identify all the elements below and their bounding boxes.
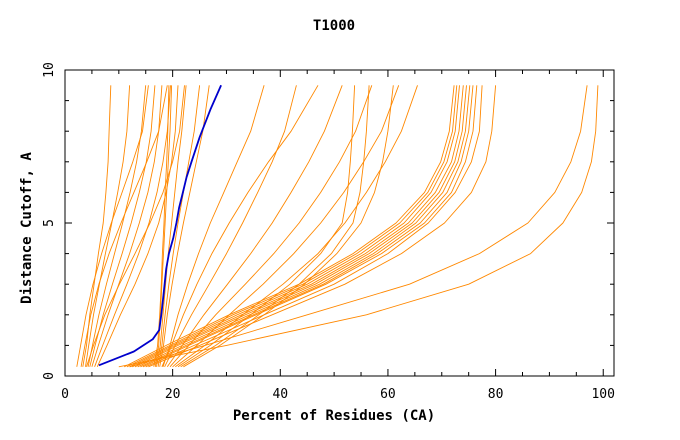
- series-line-15: [153, 85, 170, 367]
- chart-title: T1000: [313, 18, 355, 34]
- series-line-16: [162, 85, 265, 367]
- series-line-8: [80, 85, 168, 367]
- series-line-4: [89, 85, 156, 367]
- y-axis-label: Distance Cutoff, A: [19, 152, 35, 304]
- x-axis-label: Percent of Residues (CA): [233, 408, 435, 424]
- series-line-17: [164, 85, 297, 368]
- series-line-23: [180, 85, 370, 368]
- series-line-18: [166, 85, 343, 368]
- series-line-29: [137, 85, 471, 368]
- series-line-25: [175, 85, 418, 368]
- series-line-19: [169, 85, 373, 368]
- y-tick-label: 0: [42, 372, 57, 380]
- series-line-37: [118, 85, 599, 368]
- series-line-13: [157, 85, 201, 367]
- x-tick-label: 0: [61, 387, 69, 402]
- series-line-2: [85, 85, 131, 367]
- x-tick-label: 20: [165, 387, 181, 402]
- series-line-28: [134, 85, 467, 368]
- y-tick-label: 5: [42, 219, 57, 227]
- x-tick-label: 100: [591, 387, 614, 402]
- series-line-7: [96, 85, 179, 367]
- series-line-20: [172, 85, 400, 368]
- series-line-26: [129, 85, 460, 368]
- series-line-34: [145, 85, 483, 368]
- series-line-10: [76, 85, 149, 367]
- series-line-21: [161, 85, 319, 367]
- series-line-31: [126, 85, 458, 368]
- highlight-layer: [98, 84, 222, 367]
- series-line-27: [132, 85, 464, 368]
- ticks-layer: 0 20 40 60 80 100 0 5 10: [42, 62, 615, 402]
- y-tick-label: 10: [42, 62, 57, 78]
- x-tick-label: 80: [488, 387, 504, 402]
- plot-frame: [64, 69, 615, 377]
- series-line-6: [94, 85, 171, 367]
- series-line-30: [140, 85, 474, 368]
- series-line-12: [156, 85, 187, 367]
- series-line-9: [86, 85, 185, 367]
- series-line-5: [91, 85, 163, 367]
- series-layer: [76, 85, 599, 368]
- series-line-36: [129, 85, 588, 368]
- series-line-24: [183, 85, 394, 368]
- series-line-32: [142, 85, 478, 368]
- series-line-33: [123, 85, 455, 368]
- x-tick-label: 40: [272, 387, 288, 402]
- series-line-35: [148, 85, 497, 368]
- highlight-line: [98, 84, 222, 367]
- series-line-3: [87, 85, 147, 367]
- x-tick-label: 60: [380, 387, 396, 402]
- series-line-14: [159, 85, 210, 367]
- series-line-22: [177, 85, 356, 368]
